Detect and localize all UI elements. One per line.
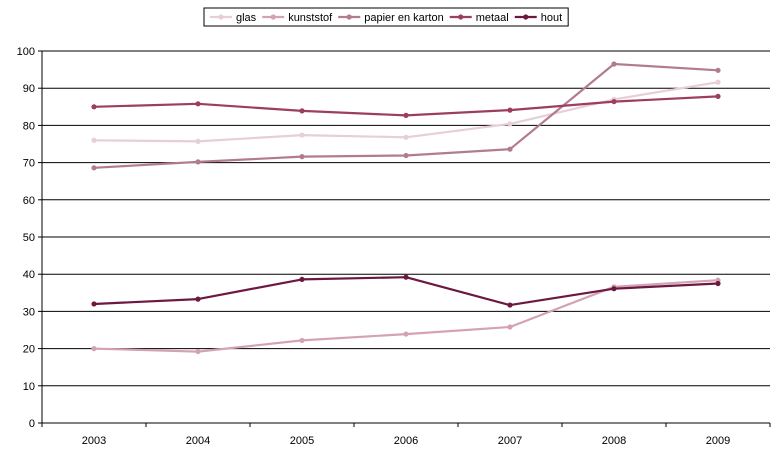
data-point-papier-en-karton bbox=[611, 61, 617, 67]
x-tick-label: 2007 bbox=[498, 435, 522, 447]
data-point-metaal bbox=[195, 101, 201, 107]
data-point-hout bbox=[299, 276, 305, 283]
series-glas bbox=[91, 79, 721, 144]
x-tick-label: 2009 bbox=[706, 435, 730, 447]
gridlines bbox=[42, 50, 770, 387]
legend-box bbox=[203, 7, 569, 27]
y-tick-label: 40 bbox=[23, 269, 35, 281]
y-tick-label: 90 bbox=[23, 83, 35, 95]
data-point-glas bbox=[299, 132, 305, 138]
data-point-metaal bbox=[91, 104, 97, 110]
data-point-hout bbox=[403, 274, 409, 280]
data-point-papier-en-karton bbox=[507, 146, 513, 152]
legend-swatch-marker bbox=[458, 14, 464, 20]
y-tick-label: 0 bbox=[29, 418, 35, 430]
data-point-glas bbox=[507, 121, 513, 127]
x-tick-label: 2008 bbox=[602, 435, 626, 447]
data-point-kunststof bbox=[299, 337, 305, 344]
data-point-glas bbox=[195, 138, 201, 144]
data-point-kunststof bbox=[507, 324, 513, 330]
legend-label: hout bbox=[541, 12, 562, 24]
data-point-metaal bbox=[715, 93, 721, 99]
series-papier-en-karton bbox=[91, 61, 721, 171]
legend-label: metaal bbox=[476, 12, 509, 24]
data-point-hout bbox=[715, 280, 721, 287]
data-point-hout bbox=[507, 302, 513, 308]
legend-swatch-marker bbox=[218, 14, 224, 20]
y-tick-label: 100 bbox=[17, 46, 35, 58]
data-point-kunststof bbox=[195, 348, 201, 355]
y-tick-label: 60 bbox=[23, 195, 35, 207]
data-point-glas bbox=[91, 137, 97, 143]
data-point-glas bbox=[715, 79, 721, 85]
series-metaal bbox=[91, 93, 721, 118]
y-tick-label: 10 bbox=[23, 381, 35, 393]
legend-swatch-marker bbox=[523, 14, 529, 20]
legend-label: kunststof bbox=[288, 12, 333, 24]
y-tick-label: 30 bbox=[23, 306, 35, 318]
data-point-kunststof bbox=[91, 346, 97, 352]
data-point-glas bbox=[403, 134, 409, 140]
x-tick-label: 2005 bbox=[290, 435, 314, 447]
data-point-hout bbox=[91, 301, 97, 307]
legend-label: papier en karton bbox=[364, 12, 444, 24]
legend-label: glas bbox=[236, 12, 257, 24]
series-line-glas bbox=[93, 81, 719, 143]
series-line-kunststof bbox=[93, 279, 719, 353]
data-point-papier-en-karton bbox=[299, 154, 305, 160]
data-point-hout bbox=[195, 296, 201, 302]
legend-item-papier-en-karton: papier en karton bbox=[338, 12, 444, 24]
data-point-papier-en-karton bbox=[715, 67, 721, 73]
data-point-metaal bbox=[403, 112, 409, 118]
legend-item-kunststof: kunststof bbox=[262, 12, 333, 24]
data-point-hout bbox=[611, 286, 617, 292]
x-tick-label: 2004 bbox=[186, 435, 210, 447]
legend: glas kunststof papier en karton metaal hout bbox=[203, 7, 569, 27]
legend-swatch-marker bbox=[270, 14, 276, 20]
y-tick-label: 70 bbox=[23, 158, 35, 170]
data-point-metaal bbox=[299, 108, 305, 114]
data-point-papier-en-karton bbox=[195, 159, 201, 165]
series-group bbox=[91, 61, 721, 355]
data-point-metaal bbox=[507, 107, 513, 113]
legend-item-metaal: metaal bbox=[449, 12, 509, 24]
series-line-hout bbox=[93, 276, 719, 307]
legend-item-glas: glas bbox=[210, 12, 257, 24]
data-point-papier-en-karton bbox=[403, 152, 409, 159]
axes: 0 10 20 30 40 50 60 70 80 90 100 2003 2004 2005 2006 20… bbox=[17, 46, 771, 447]
x-tick-label: 2006 bbox=[394, 435, 418, 447]
x-tick-label: 2003 bbox=[82, 435, 106, 447]
series-hout bbox=[91, 274, 721, 308]
data-point-metaal bbox=[611, 98, 617, 105]
y-tick-label: 50 bbox=[23, 232, 35, 244]
y-tick-label: 80 bbox=[23, 120, 35, 132]
series-line-metaal bbox=[93, 95, 719, 117]
data-point-papier-en-karton bbox=[91, 165, 97, 171]
legend-item-hout: hout bbox=[514, 12, 562, 24]
y-tick-label: 20 bbox=[23, 344, 35, 356]
legend-swatch-marker bbox=[346, 14, 352, 20]
data-point-kunststof bbox=[403, 331, 409, 337]
